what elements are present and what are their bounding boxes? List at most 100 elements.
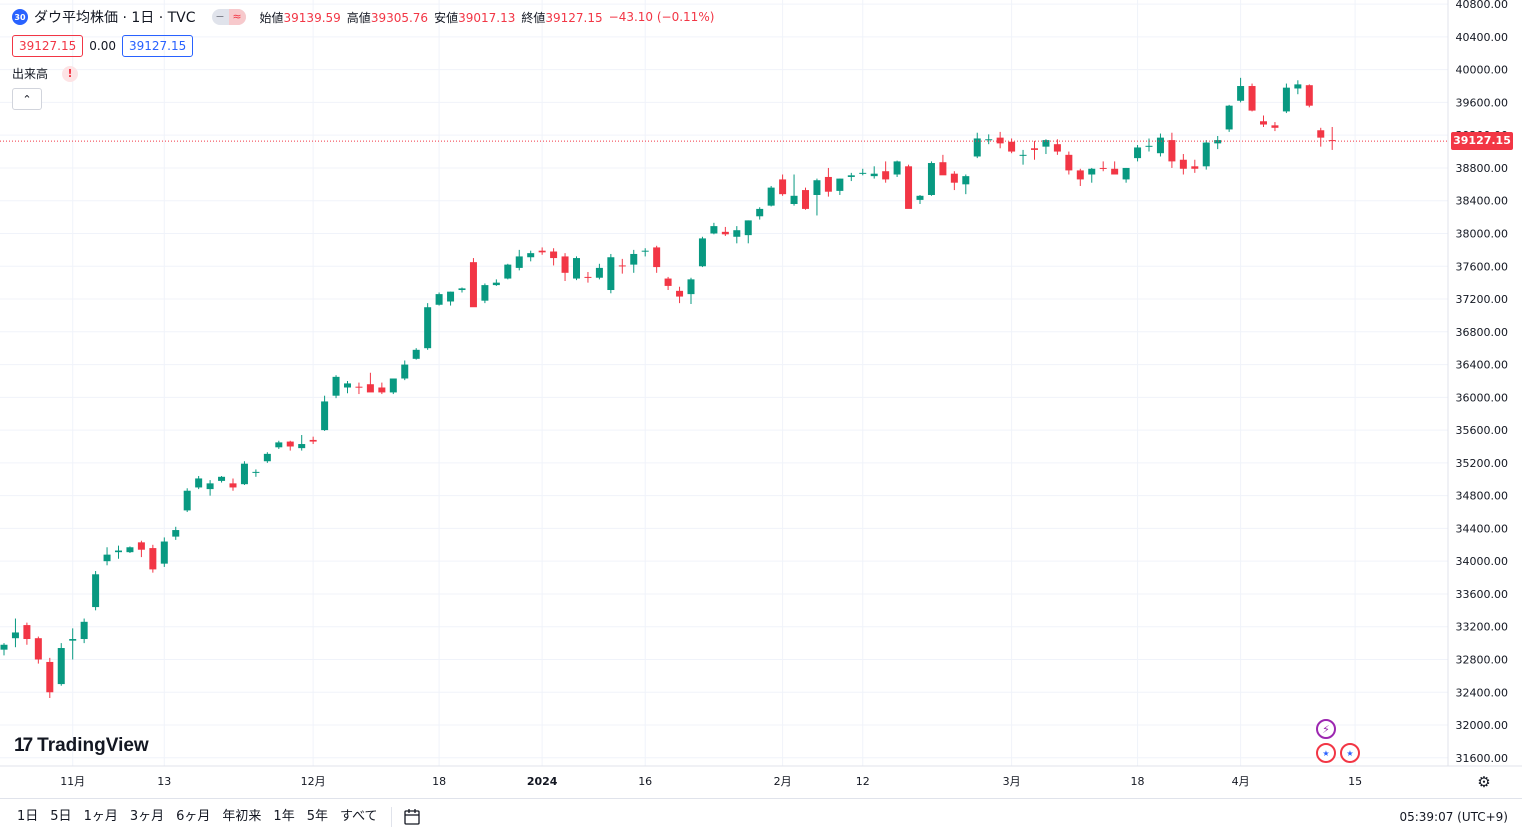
range-3m-button[interactable]: 3ヶ月 (129, 809, 165, 824)
candle-body (469, 262, 477, 308)
candle-body (515, 256, 523, 268)
buy-price-box[interactable]: 39127.15 (121, 35, 194, 57)
candle (378, 382, 386, 395)
candle (401, 360, 409, 381)
candle-body (1237, 86, 1245, 101)
low-label: 安値 (434, 10, 459, 25)
candle (1019, 149, 1027, 165)
range-1d-button[interactable]: 1日 (17, 809, 39, 824)
candle (469, 258, 477, 308)
price-tick-label: 40400.00 (1456, 31, 1509, 44)
open-label: 始値 (259, 10, 284, 25)
candle-body (1260, 121, 1267, 125)
candle-body (1111, 168, 1119, 175)
settings-icon[interactable]: ⚙ (1477, 773, 1491, 791)
candle (504, 263, 512, 280)
candle-body (1053, 144, 1061, 152)
candle (1282, 83, 1290, 114)
price-tick-label: 34800.00 (1456, 490, 1509, 503)
candle-body (1214, 140, 1222, 144)
symbol-title[interactable]: ダウ平均株価 · 1日 · TVC (34, 10, 196, 26)
collapse-legend-button[interactable]: ⌃ (12, 88, 42, 110)
candle-body (366, 384, 374, 393)
candle-body (149, 548, 157, 570)
candle (1214, 135, 1222, 150)
sell-price-box[interactable]: 39127.15 (12, 35, 84, 57)
high-value: 39305.76 (370, 10, 429, 25)
candle (80, 618, 88, 644)
price-tick-label: 33600.00 (1456, 588, 1509, 601)
candle-body (1099, 167, 1107, 169)
us-flag-icon[interactable]: ★ (1316, 743, 1336, 763)
range-1y-button[interactable]: 1年 (273, 809, 295, 824)
candle-body (1248, 86, 1256, 111)
change-value: −43.10 (−0.11%) (608, 10, 715, 24)
candle-body (0, 644, 8, 650)
candle (298, 435, 306, 451)
candle-body (1294, 84, 1302, 89)
candle (836, 178, 844, 195)
candle-body (286, 441, 294, 447)
candle-body (435, 294, 443, 305)
price-tick-label: 31600.00 (1456, 752, 1509, 765)
candle (229, 478, 237, 491)
candle-body (550, 251, 558, 259)
candle (412, 348, 420, 360)
candle-body (69, 639, 77, 641)
us-flag-icon[interactable]: ★ (1340, 743, 1360, 763)
candles (0, 77, 1336, 699)
tradingview-logo[interactable]: 17 TradingView (14, 735, 149, 757)
candle (321, 395, 329, 431)
candle-body (973, 138, 981, 157)
candle-body (595, 267, 603, 278)
calendar-icon[interactable] (400, 805, 424, 829)
candle (1179, 154, 1187, 175)
candle (813, 178, 821, 216)
candle-body (824, 176, 832, 192)
candle (1225, 104, 1233, 132)
price-tick-label: 39600.00 (1456, 96, 1509, 109)
candle (618, 258, 626, 274)
timezone-clock[interactable]: 05:39:07 (UTC+9) (1399, 810, 1508, 824)
volume-indicator[interactable]: 出来高 ! (12, 65, 79, 82)
candle (481, 283, 489, 304)
candle-body (321, 401, 329, 431)
market-status-toggle[interactable]: − ≈ (211, 9, 246, 25)
candlestick-chart[interactable]: 31600.00 32000.00 32400.00 32800.00 33200.00… (0, 0, 1522, 798)
range-all-button[interactable]: すべて (339, 809, 378, 824)
candle (149, 544, 157, 573)
candle (1134, 145, 1142, 162)
candle-body (1008, 141, 1016, 152)
range-5d-button[interactable]: 5日 (50, 809, 72, 824)
close-value: 39127.15 (545, 10, 603, 25)
volume-label[interactable]: 出来高 (12, 67, 49, 81)
candle-body (630, 253, 638, 265)
symbol-logo-icon[interactable]: 30 (12, 9, 28, 25)
candle-body (687, 279, 695, 295)
candle (447, 291, 455, 306)
price-tick-label: 38400.00 (1456, 195, 1509, 208)
candle (790, 174, 798, 206)
candle (527, 250, 535, 262)
candle-body (721, 231, 729, 235)
candle-body (744, 220, 752, 236)
range-6m-button[interactable]: 6ヶ月 (176, 809, 211, 824)
candle-body (481, 285, 489, 301)
price-tick-label: 38800.00 (1456, 162, 1509, 175)
candle-body (160, 541, 168, 564)
candle (561, 253, 569, 282)
candle-body (298, 444, 306, 449)
warning-icon[interactable]: ! (62, 65, 79, 82)
candle-body (538, 250, 546, 253)
candle (252, 469, 260, 477)
range-5y-button[interactable]: 5年 (306, 809, 328, 824)
candle (1076, 168, 1084, 186)
candle (1099, 161, 1107, 172)
range-1m-button[interactable]: 1ヶ月 (83, 809, 118, 824)
candle-body (1042, 140, 1050, 147)
range-ytd-button[interactable]: 年初来 (222, 809, 262, 824)
candle-body (790, 195, 798, 204)
bolt-icon[interactable]: ⚡ (1316, 719, 1336, 739)
candle (57, 643, 65, 686)
